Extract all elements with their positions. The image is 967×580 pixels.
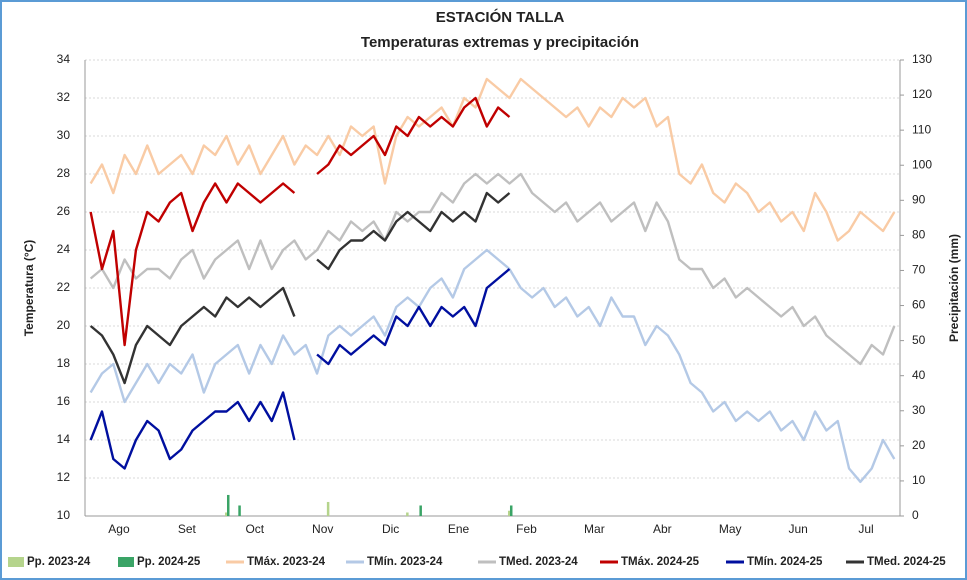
y2-tick-label: 70 xyxy=(912,263,926,277)
line xyxy=(89,77,896,242)
y-tick-label: 30 xyxy=(57,128,71,142)
line xyxy=(89,286,296,385)
bar xyxy=(238,505,241,516)
x-tick-label: Jul xyxy=(858,522,873,536)
y-tick-label: 32 xyxy=(57,90,71,104)
chart-subtitle: Temperaturas extremas y precipitación xyxy=(361,34,639,51)
line xyxy=(316,268,511,366)
line xyxy=(89,172,896,366)
legend-label: TMáx. 2023-24 xyxy=(247,556,326,568)
y-axis-title: Temperatura (°C) xyxy=(22,240,36,337)
y2-tick-label: 30 xyxy=(912,403,926,417)
line xyxy=(316,191,511,271)
y2-tick-label: 60 xyxy=(912,298,926,312)
bar xyxy=(419,505,422,516)
y-tick-label: 22 xyxy=(57,280,71,294)
x-tick-label: Jun xyxy=(788,522,807,536)
y2-tick-label: 40 xyxy=(912,368,926,382)
legend-label: TMáx. 2024-25 xyxy=(621,556,700,568)
bar xyxy=(406,512,409,516)
legend-label: TMed. 2024-25 xyxy=(867,556,946,568)
bar xyxy=(326,501,330,516)
legend-label: Pp. 2024-25 xyxy=(137,556,201,568)
legend-swatch xyxy=(118,557,134,567)
x-tick-label: Abr xyxy=(653,522,672,536)
legend-label: TMed. 2023-24 xyxy=(499,556,578,568)
legend-label: Pp. 2023-24 xyxy=(27,556,91,568)
y2-tick-label: 50 xyxy=(912,333,926,347)
y-tick-label: 18 xyxy=(57,356,71,370)
y-tick-label: 24 xyxy=(57,242,71,256)
y2-tick-label: 0 xyxy=(912,508,919,522)
x-tick-label: Mar xyxy=(584,522,605,536)
line xyxy=(89,248,896,483)
x-tick-label: Dic xyxy=(382,522,399,536)
y-tick-label: 10 xyxy=(57,508,71,522)
y2-tick-label: 110 xyxy=(912,122,931,136)
y2-tick-label: 10 xyxy=(912,473,926,487)
x-tick-label: Set xyxy=(178,522,197,536)
legend-label: TMín. 2024-25 xyxy=(747,556,823,568)
x-tick-label: May xyxy=(719,522,742,536)
y2-tick-label: 90 xyxy=(912,192,926,206)
y-tick-label: 14 xyxy=(57,432,71,446)
y-tick-label: 20 xyxy=(57,318,71,332)
bar xyxy=(226,494,230,516)
y2-tick-label: 120 xyxy=(912,87,932,101)
x-tick-label: Oct xyxy=(245,522,264,536)
y2-tick-label: 20 xyxy=(912,438,926,452)
bar xyxy=(224,512,228,516)
x-tick-label: Ene xyxy=(448,522,470,536)
y-tick-label: 26 xyxy=(57,204,71,218)
y2-tick-label: 100 xyxy=(912,157,932,171)
legend-swatch xyxy=(8,557,24,567)
line xyxy=(89,182,296,347)
y-tick-label: 28 xyxy=(57,166,71,180)
x-tick-label: Feb xyxy=(516,522,537,536)
legend-label: TMín. 2023-24 xyxy=(367,556,443,568)
bar xyxy=(509,505,513,516)
y-tick-label: 16 xyxy=(57,394,71,408)
y-tick-label: 12 xyxy=(57,470,71,484)
chart-title: ESTACIÓN TALLA xyxy=(436,8,565,26)
y-tick-label: 34 xyxy=(57,52,71,66)
x-tick-label: Ago xyxy=(108,522,130,536)
x-tick-label: Nov xyxy=(312,522,333,536)
bar xyxy=(507,510,511,516)
y2-axis-title: Precipitación (mm) xyxy=(947,234,961,342)
line xyxy=(89,391,296,470)
line xyxy=(316,96,511,175)
y2-tick-label: 130 xyxy=(912,52,932,66)
y2-tick-label: 80 xyxy=(912,228,926,242)
